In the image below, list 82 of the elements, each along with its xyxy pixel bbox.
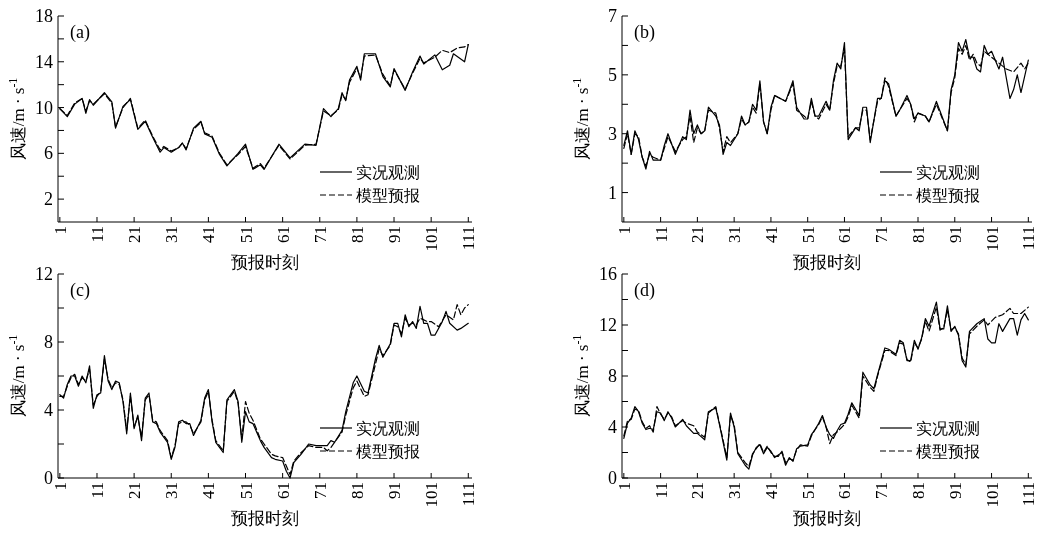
y-tick-label: 18 xyxy=(35,6,53,26)
legend-label: 实况观测 xyxy=(356,420,420,437)
x-tick-label: 1 xyxy=(50,226,70,235)
y-tick-label: 4 xyxy=(44,400,53,420)
x-tick-label: 61 xyxy=(834,226,854,243)
x-tick-label: 41 xyxy=(198,226,218,243)
x-axis-title: 预报时刻 xyxy=(793,253,861,272)
legend-label: 实况观测 xyxy=(916,420,980,437)
y-tick-label: 2 xyxy=(44,189,53,210)
x-tick-label: 91 xyxy=(945,226,965,243)
x-tick-label: 81 xyxy=(908,226,928,243)
y-tick-label: 0 xyxy=(44,468,53,488)
y-tick-label: 16 xyxy=(599,264,617,284)
chart-title: (d) xyxy=(634,280,655,301)
x-tick-label: 71 xyxy=(310,226,330,243)
x-tick-label: 101 xyxy=(421,226,441,252)
x-tick-label: 51 xyxy=(798,226,818,243)
x-tick-label: 81 xyxy=(347,226,367,243)
x-tick-label: 101 xyxy=(982,226,1002,252)
y-tick-label: 12 xyxy=(35,264,53,284)
y-tick-label: 6 xyxy=(44,143,53,164)
legend-label: 模型预报 xyxy=(356,187,420,204)
x-tick-label: 101 xyxy=(421,482,441,508)
x-tick-label: 1 xyxy=(614,482,634,491)
y-tick-label: 7 xyxy=(608,6,617,26)
x-tick-label: 21 xyxy=(687,226,707,243)
legend-label: 模型预报 xyxy=(916,187,980,204)
y-tick-label: 5 xyxy=(608,64,617,85)
x-tick-label: 71 xyxy=(871,482,891,499)
x-tick-label: 31 xyxy=(161,482,181,499)
x-tick-label: 41 xyxy=(761,482,781,499)
legend-label: 实况观测 xyxy=(356,164,420,181)
chart-title: (c) xyxy=(70,280,90,301)
x-tick-label: 51 xyxy=(236,226,256,243)
x-tick-label: 11 xyxy=(87,482,107,499)
x-axis-title: 预报时刻 xyxy=(231,253,299,272)
x-tick-label: 101 xyxy=(982,482,1002,508)
y-tick-label: 10 xyxy=(35,97,53,118)
x-tick-label: 81 xyxy=(347,482,367,499)
x-tick-label: 31 xyxy=(161,226,181,243)
legend-label: 实况观测 xyxy=(916,164,980,181)
y-tick-label: 4 xyxy=(608,417,617,437)
y-tick-label: 12 xyxy=(599,315,617,335)
x-tick-label: 51 xyxy=(236,482,256,499)
x-tick-label: 91 xyxy=(384,482,404,499)
x-tick-label: 71 xyxy=(871,226,891,243)
x-tick-label: 21 xyxy=(687,482,707,499)
x-tick-label: 111 xyxy=(1018,482,1038,507)
x-tick-label: 111 xyxy=(458,482,478,507)
x-tick-label: 91 xyxy=(945,482,965,499)
x-tick-label: 31 xyxy=(724,482,744,499)
x-tick-label: 31 xyxy=(724,226,744,243)
chart-title: (b) xyxy=(634,22,655,43)
legend-label: 模型预报 xyxy=(356,443,420,460)
x-tick-label: 111 xyxy=(458,226,478,251)
x-tick-label: 21 xyxy=(124,482,144,499)
x-tick-label: 21 xyxy=(124,226,144,243)
x-tick-label: 11 xyxy=(87,226,107,243)
x-tick-label: 1 xyxy=(50,482,70,491)
x-tick-label: 81 xyxy=(908,482,928,499)
x-tick-label: 11 xyxy=(651,482,671,499)
y-tick-label: 3 xyxy=(608,123,617,144)
y-tick-label: 0 xyxy=(608,468,617,488)
y-tick-label: 14 xyxy=(35,51,53,72)
y-tick-label: 8 xyxy=(44,332,53,352)
x-tick-label: 71 xyxy=(310,482,330,499)
chart-title: (a) xyxy=(70,22,90,43)
y-tick-label: 8 xyxy=(608,366,617,386)
x-tick-label: 41 xyxy=(761,226,781,243)
x-tick-label: 91 xyxy=(384,226,404,243)
x-tick-label: 61 xyxy=(273,226,293,243)
x-tick-label: 11 xyxy=(651,226,671,243)
x-tick-label: 61 xyxy=(273,482,293,499)
x-axis-title: 预报时刻 xyxy=(231,509,299,528)
x-tick-label: 61 xyxy=(834,482,854,499)
legend-label: 模型预报 xyxy=(916,443,980,460)
x-axis-title: 预报时刻 xyxy=(793,509,861,528)
x-tick-label: 51 xyxy=(798,482,818,499)
x-tick-label: 41 xyxy=(198,482,218,499)
y-tick-label: 1 xyxy=(608,182,617,203)
x-tick-label: 1 xyxy=(614,226,634,235)
x-tick-label: 111 xyxy=(1018,226,1038,251)
